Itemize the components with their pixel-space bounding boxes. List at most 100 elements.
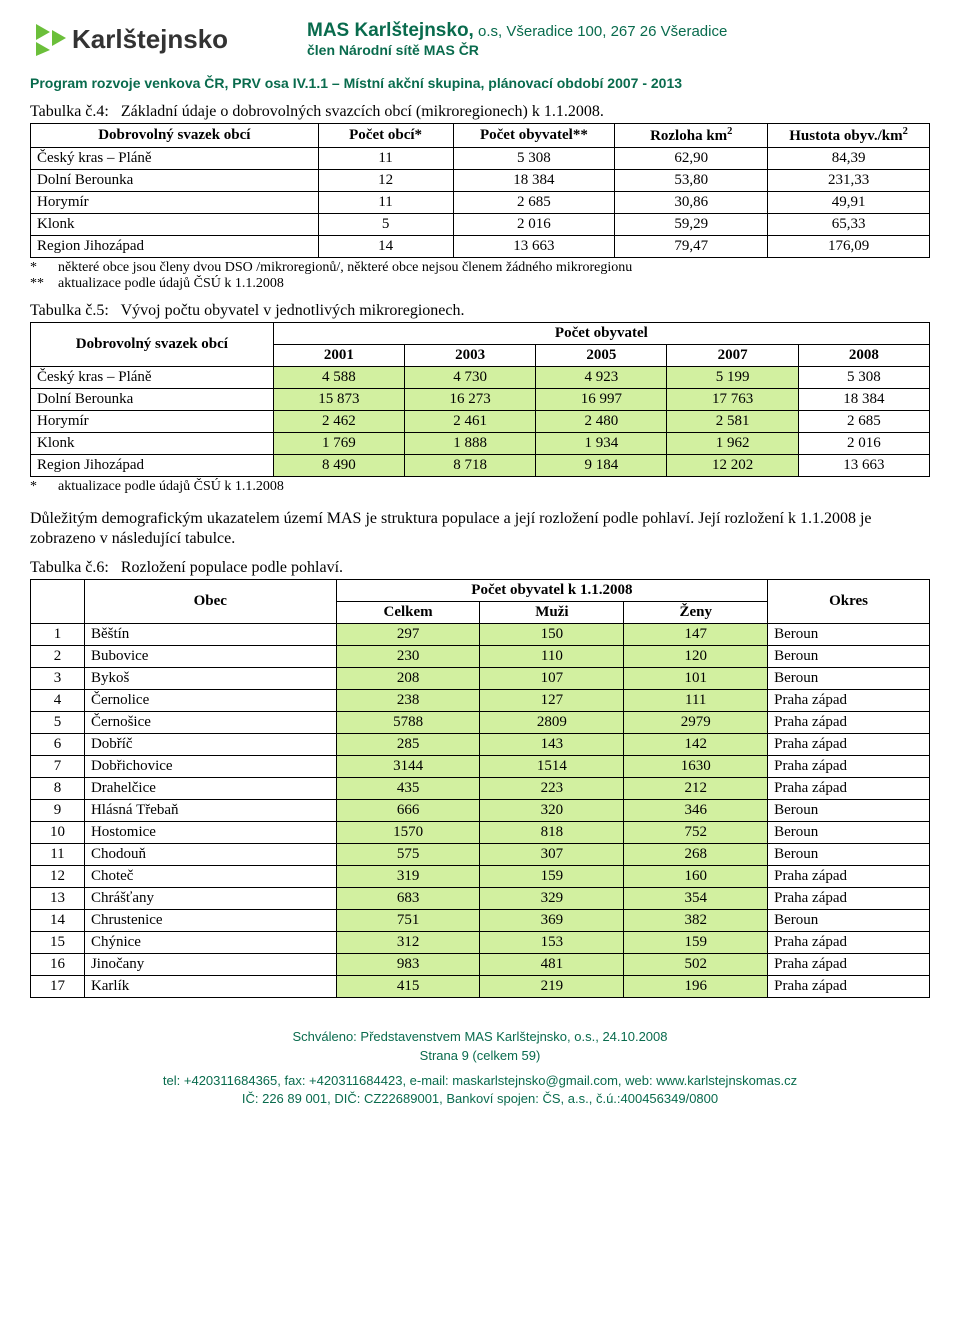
table5-h-2001: 2001 xyxy=(273,345,404,367)
cell-area: 79,47 xyxy=(615,236,768,258)
cell-value: 5 308 xyxy=(798,367,929,389)
cell-obci: 11 xyxy=(318,192,453,214)
cell-muzi: 329 xyxy=(480,888,624,910)
cell-muzi: 153 xyxy=(480,932,624,954)
cell-celkem: 238 xyxy=(336,690,480,712)
cell-celkem: 666 xyxy=(336,800,480,822)
cell-num: 3 xyxy=(31,668,85,690)
cell-obec: Chrášťany xyxy=(84,888,336,910)
table4-h-obyv: Počet obyvatel** xyxy=(453,124,615,148)
cell-name: Region Jihozápad xyxy=(31,236,319,258)
cell-muzi: 1514 xyxy=(480,756,624,778)
footer-contact-1: tel: +420311684365, fax: +420311684423, … xyxy=(30,1072,930,1090)
cell-dens: 231,33 xyxy=(768,170,930,192)
cell-area: 59,29 xyxy=(615,214,768,236)
table6: Obec Počet obyvatel k 1.1.2008 Okres Cel… xyxy=(30,579,930,998)
cell-celkem: 5788 xyxy=(336,712,480,734)
cell-dens: 65,33 xyxy=(768,214,930,236)
cell-value: 16 273 xyxy=(404,389,535,411)
table-row: 4Černolice238127111Praha západ xyxy=(31,690,930,712)
cell-muzi: 307 xyxy=(480,844,624,866)
table-row: 15Chýnice312153159Praha západ xyxy=(31,932,930,954)
table-row: 16Jinočany983481502Praha západ xyxy=(31,954,930,976)
cell-obec: Dobřichovice xyxy=(84,756,336,778)
note-star: ** xyxy=(30,276,58,292)
cell-obyv: 18 384 xyxy=(453,170,615,192)
cell-obec: Černošice xyxy=(84,712,336,734)
cell-celkem: 435 xyxy=(336,778,480,800)
cell-obec: Drahelčice xyxy=(84,778,336,800)
cell-value: 12 202 xyxy=(667,455,798,477)
cell-okres: Praha západ xyxy=(768,954,930,976)
cell-zeny: 382 xyxy=(624,910,768,932)
cell-celkem: 230 xyxy=(336,646,480,668)
cell-zeny: 1630 xyxy=(624,756,768,778)
cell-obec: Chýnice xyxy=(84,932,336,954)
cell-obci: 5 xyxy=(318,214,453,236)
cell-zeny: 142 xyxy=(624,734,768,756)
cell-zeny: 502 xyxy=(624,954,768,976)
table6-h-group: Počet obyvatel k 1.1.2008 xyxy=(336,580,767,602)
cell-value: 17 763 xyxy=(667,389,798,411)
cell-zeny: 111 xyxy=(624,690,768,712)
cell-num: 13 xyxy=(31,888,85,910)
cell-obec: Běštín xyxy=(84,624,336,646)
table-row: 9Hlásná Třebaň666320346Beroun xyxy=(31,800,930,822)
cell-value: 9 184 xyxy=(536,455,667,477)
cell-num: 17 xyxy=(31,976,85,998)
table4-caption-rest: Základní údaje o dobrovolných svazcích o… xyxy=(121,103,604,120)
cell-value: 2 685 xyxy=(798,411,929,433)
note-text: aktualizace podle údajů ČSÚ k 1.1.2008 xyxy=(58,479,284,495)
cell-value: 4 730 xyxy=(404,367,535,389)
table-row: Český kras – Pláně115 30862,9084,39 xyxy=(31,148,930,170)
cell-okres: Praha západ xyxy=(768,712,930,734)
cell-value: 8 718 xyxy=(404,455,535,477)
paragraph: Důležitým demografickým ukazatelem území… xyxy=(30,509,930,549)
table5-h-group: Počet obyvatel xyxy=(273,323,929,345)
cell-name: Klonk xyxy=(31,214,319,236)
cell-muzi: 143 xyxy=(480,734,624,756)
cell-obci: 14 xyxy=(318,236,453,258)
table-row: Klonk1 7691 8881 9341 9622 016 xyxy=(31,433,930,455)
table5-caption-rest: Vývoj počtu obyvatel v jednotlivých mikr… xyxy=(121,302,465,319)
table-row: 7Dobřichovice314415141630Praha západ xyxy=(31,756,930,778)
cell-dens: 49,91 xyxy=(768,192,930,214)
table-row: 13Chrášťany683329354Praha západ xyxy=(31,888,930,910)
table5-caption-prefix: Tabulka č.5: xyxy=(30,302,109,319)
cell-obyv: 2 685 xyxy=(453,192,615,214)
table6-h-okres: Okres xyxy=(768,580,930,624)
cell-value: 8 490 xyxy=(273,455,404,477)
cell-muzi: 127 xyxy=(480,690,624,712)
cell-value: 2 581 xyxy=(667,411,798,433)
cell-name: Dolní Berounka xyxy=(31,170,319,192)
cell-num: 10 xyxy=(31,822,85,844)
cell-obyv: 13 663 xyxy=(453,236,615,258)
note-star: * xyxy=(30,260,58,276)
table6-h-num xyxy=(31,580,85,624)
cell-value: 13 663 xyxy=(798,455,929,477)
org-subtitle: člen Národní sítě MAS ČR xyxy=(307,42,930,58)
cell-okres: Praha západ xyxy=(768,976,930,998)
cell-obec: Černolice xyxy=(84,690,336,712)
cell-value: 2 480 xyxy=(536,411,667,433)
cell-muzi: 223 xyxy=(480,778,624,800)
cell-obec: Karlík xyxy=(84,976,336,998)
org-title-bold: MAS Karlštejnsko, xyxy=(307,20,474,41)
table-row: 14Chrustenice751369382Beroun xyxy=(31,910,930,932)
cell-num: 1 xyxy=(31,624,85,646)
cell-okres: Praha západ xyxy=(768,756,930,778)
table-row: 17Karlík415219196Praha západ xyxy=(31,976,930,998)
cell-zeny: 2979 xyxy=(624,712,768,734)
table6-h-zeny: Ženy xyxy=(624,602,768,624)
table5-h-name: Dobrovolný svazek obcí xyxy=(31,323,274,367)
cell-name: Dolní Berounka xyxy=(31,389,274,411)
table-row: Klonk52 01659,2965,33 xyxy=(31,214,930,236)
table-row: Dolní Berounka1218 38453,80231,33 xyxy=(31,170,930,192)
cell-okres: Praha západ xyxy=(768,932,930,954)
cell-okres: Beroun xyxy=(768,800,930,822)
cell-okres: Praha západ xyxy=(768,778,930,800)
cell-celkem: 983 xyxy=(336,954,480,976)
table-row: 8Drahelčice435223212Praha západ xyxy=(31,778,930,800)
table-row: 10Hostomice1570818752Beroun xyxy=(31,822,930,844)
cell-okres: Beroun xyxy=(768,844,930,866)
